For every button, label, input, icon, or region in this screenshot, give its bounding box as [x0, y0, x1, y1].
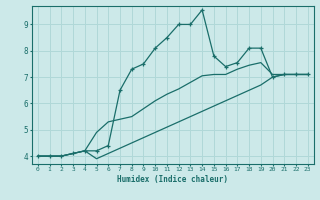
X-axis label: Humidex (Indice chaleur): Humidex (Indice chaleur)	[117, 175, 228, 184]
